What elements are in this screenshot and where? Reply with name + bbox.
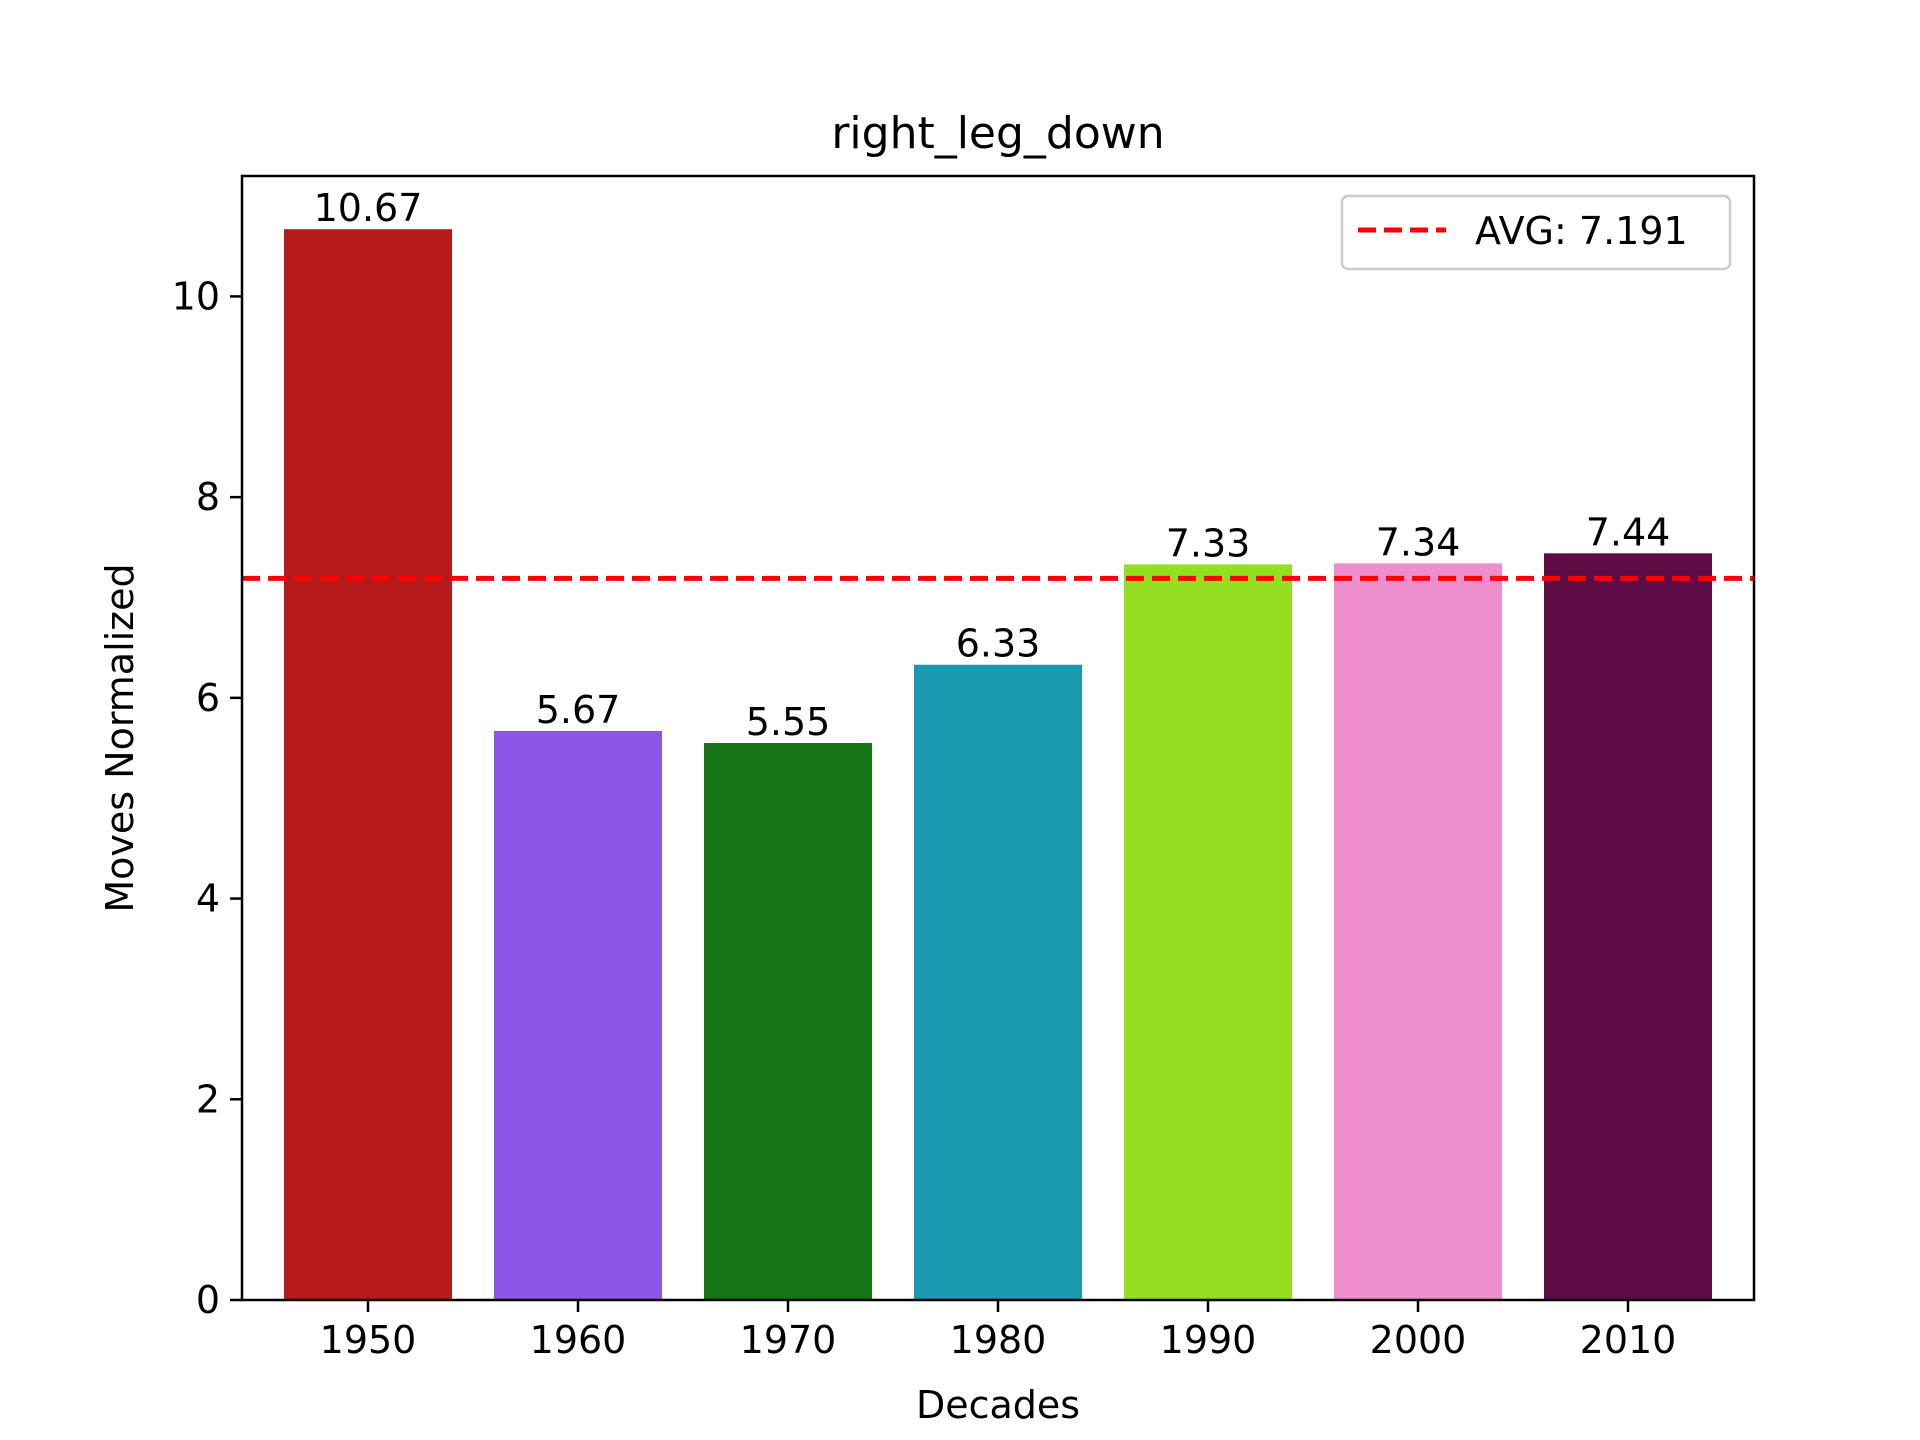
y-tick-label-0: 0 (196, 1278, 220, 1322)
x-tick-label-2000: 2000 (1370, 1318, 1467, 1362)
y-tick-label-4: 4 (196, 877, 220, 921)
bar-1990 (1124, 564, 1292, 1300)
chart-title: right_leg_down (831, 108, 1164, 159)
x-tick-label-1980: 1980 (950, 1318, 1047, 1362)
bar-value-label-2010: 7.44 (1586, 510, 1671, 554)
y-axis-label: Moves Normalized (98, 563, 142, 912)
bar-1980 (914, 664, 1082, 1300)
y-axis-ticks: 0 2 4 6 8 10 (172, 274, 242, 1322)
bar-value-label-1990: 7.33 (1166, 521, 1251, 565)
bar-value-label-1960: 5.67 (536, 688, 621, 732)
x-tick-label-2010: 2010 (1580, 1318, 1677, 1362)
bars-group (284, 229, 1712, 1300)
bar-2010 (1544, 553, 1712, 1300)
bar-value-label-1950: 10.67 (314, 186, 423, 230)
x-tick-label-1970: 1970 (740, 1318, 837, 1362)
legend-box (1340, 194, 1732, 271)
y-tick-label-6: 6 (196, 676, 220, 720)
x-tick-label-1950: 1950 (320, 1318, 417, 1362)
bar-1950 (284, 229, 452, 1300)
bar-value-label-1980: 6.33 (956, 622, 1041, 666)
bar-1960 (494, 730, 662, 1300)
x-axis-label: Decades (916, 1383, 1080, 1427)
legend: AVG: 7.191 (1340, 194, 1732, 271)
x-tick-label-1960: 1960 (530, 1318, 627, 1362)
x-axis-ticks: 1950 1960 1970 1980 1990 2000 2010 (320, 1300, 1677, 1362)
bar-1970 (704, 743, 872, 1300)
y-tick-label-2: 2 (196, 1077, 220, 1121)
legend-label: AVG: 7.191 (1475, 209, 1688, 253)
bar-value-label-1970: 5.55 (746, 700, 831, 744)
bar-value-label-2000: 7.34 (1376, 520, 1461, 564)
bar-2000 (1334, 563, 1502, 1300)
y-tick-label-10: 10 (172, 274, 220, 318)
bar-labels-group: 10.67 5.67 5.55 6.33 7.33 7.34 7.44 (314, 186, 1671, 744)
x-tick-label-1990: 1990 (1160, 1318, 1257, 1362)
y-tick-label-8: 8 (196, 475, 220, 519)
